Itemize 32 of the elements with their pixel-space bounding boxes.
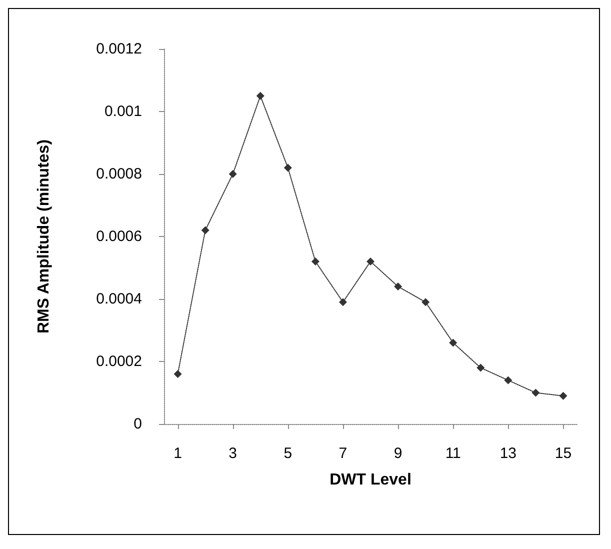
x-tick-label: 13 [500,445,517,462]
y-tick-label: 0.0008 [96,166,142,182]
x-tick-label: 7 [338,445,348,462]
x-tick-label: 9 [394,445,402,462]
point [284,164,292,172]
point [532,388,540,397]
y-tick-label: 0.0004 [96,290,142,308]
y-tick-label: 0.0002 [96,353,142,370]
point [366,258,374,266]
y-tick-label: 0.0006 [96,228,142,245]
y-axis-title: RMS Amplitude (minutes) [36,139,52,334]
x-tick-label: 5 [284,445,292,462]
x-tick-label: 11 [445,445,461,462]
x-tick-label: 3 [228,445,238,462]
point [338,298,347,306]
y-tick-label: 0.0012 [96,40,142,58]
point [559,392,568,400]
x-axis-title: DWT Level [330,472,412,488]
point [504,376,512,384]
point [256,92,264,100]
x-tick-label: 1 [174,445,182,462]
point [476,364,485,372]
y-tick-label: 0 [134,416,142,432]
x-tick-label: 15 [554,445,572,462]
point [228,170,237,178]
point [201,226,210,234]
point [174,370,182,378]
point [422,298,430,306]
point [449,338,458,347]
point [394,282,402,290]
y-tick-label: 0.001 [104,103,142,120]
point [311,258,320,266]
